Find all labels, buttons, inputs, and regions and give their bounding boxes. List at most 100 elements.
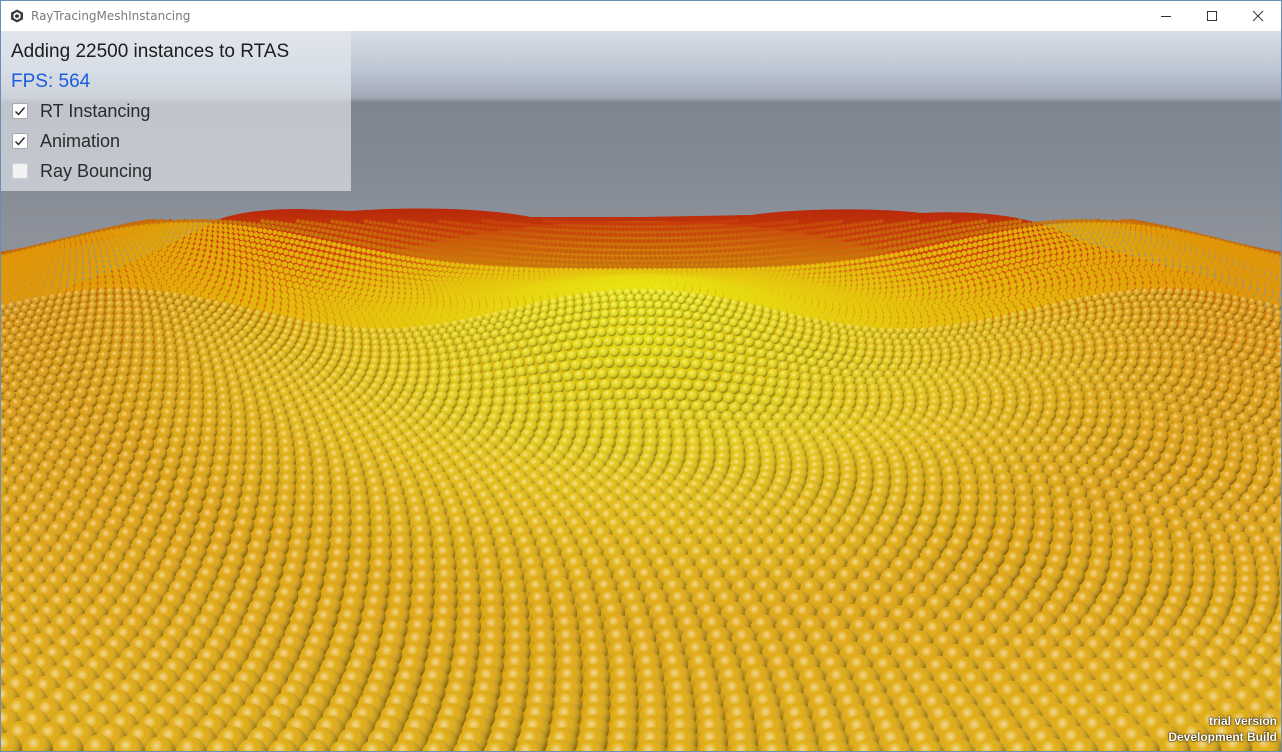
sphere-instance xyxy=(1081,254,1088,261)
sphere-instance xyxy=(467,246,473,252)
sphere-instance xyxy=(440,236,445,242)
sphere-instance xyxy=(801,259,807,264)
sphere-instance xyxy=(547,229,552,235)
sphere-instance xyxy=(274,253,280,259)
sphere-instance xyxy=(902,274,908,281)
sphere-instance xyxy=(372,231,378,237)
sphere-instance xyxy=(477,229,482,234)
sphere-instance xyxy=(279,236,285,242)
sphere-instance xyxy=(1067,262,1074,270)
sphere-instance xyxy=(407,268,413,274)
sphere-instance xyxy=(201,234,207,240)
sphere-instance xyxy=(964,232,970,237)
sphere-instance xyxy=(413,221,419,226)
sphere-instance xyxy=(801,223,806,228)
maximize-button[interactable] xyxy=(1189,1,1235,31)
sphere-instance xyxy=(933,262,939,269)
sphere-instance xyxy=(288,250,295,257)
sphere-instance xyxy=(367,236,372,242)
sphere-instance xyxy=(847,241,852,246)
sphere-instance xyxy=(454,245,459,250)
sphere-instance xyxy=(458,245,464,250)
minimize-button[interactable] xyxy=(1143,1,1189,31)
sphere-instance xyxy=(1059,227,1065,233)
sphere-instance xyxy=(903,262,909,268)
sphere-instance xyxy=(794,219,799,224)
sphere-instance xyxy=(901,257,907,262)
sphere-instance xyxy=(950,234,955,240)
sphere-instance xyxy=(281,261,288,268)
sphere-instance xyxy=(639,256,644,261)
sphere-instance xyxy=(295,295,303,302)
sphere-instance xyxy=(481,218,486,224)
sphere-instance xyxy=(415,279,422,285)
sphere-instance xyxy=(1097,232,1103,239)
sphere-instance xyxy=(478,253,484,259)
sphere-instance xyxy=(621,227,626,232)
sphere-instance xyxy=(904,250,909,256)
sphere-instance xyxy=(330,247,336,253)
sphere-instance xyxy=(705,249,710,254)
sphere-instance xyxy=(239,275,247,283)
sphere-instance xyxy=(472,223,477,228)
sphere-instance xyxy=(965,274,972,281)
sphere-instance xyxy=(471,241,476,246)
sphere-instance xyxy=(498,231,503,236)
sphere-instance xyxy=(952,246,958,252)
sphere-instance xyxy=(879,219,884,224)
sphere-instance xyxy=(266,245,273,252)
sphere-instance xyxy=(534,223,539,228)
sphere-instance xyxy=(528,234,533,239)
sphere-instance xyxy=(212,226,218,232)
sphere-instance xyxy=(454,262,460,268)
sphere-instance xyxy=(727,219,731,224)
sphere-instance xyxy=(911,267,917,273)
render-viewport[interactable]: Adding 22500 instances to RTAS FPS: 564 … xyxy=(1,31,1281,751)
sphere-instance xyxy=(422,234,428,239)
sphere-instance xyxy=(819,268,825,273)
close-button[interactable] xyxy=(1235,1,1281,31)
sphere-instance xyxy=(289,238,295,244)
sphere-instance xyxy=(856,269,862,275)
sphere-instance xyxy=(991,261,998,268)
sphere-instance xyxy=(802,241,807,246)
sphere-instance xyxy=(713,243,718,248)
sphere-instance xyxy=(424,228,429,233)
sphere-instance xyxy=(674,244,679,249)
sphere-instance xyxy=(208,218,214,224)
sphere-instance xyxy=(669,260,674,266)
sphere-instance xyxy=(510,239,515,244)
sphere-instance xyxy=(248,231,254,237)
sphere-instance xyxy=(300,219,305,225)
sphere-instance xyxy=(418,221,423,227)
sphere-instance xyxy=(1009,287,1017,295)
sphere-instance xyxy=(670,226,675,232)
sphere-instance xyxy=(691,244,696,249)
sphere-instance xyxy=(1026,222,1032,227)
sphere-instance xyxy=(820,262,826,268)
sphere-instance xyxy=(869,256,875,262)
sphere-instance xyxy=(280,226,286,231)
sphere-instance xyxy=(936,268,942,274)
sphere-instance xyxy=(891,276,897,282)
sphere-instance xyxy=(451,220,456,225)
sphere-instance xyxy=(390,247,396,252)
sphere-instance xyxy=(443,255,448,261)
sphere-instance xyxy=(1089,281,1097,290)
sphere-instance xyxy=(258,255,264,262)
title-bar[interactable]: RayTracingMeshInstancing xyxy=(1,1,1281,31)
sphere-instance xyxy=(682,244,688,249)
sphere-instance xyxy=(648,256,653,261)
sphere-instance xyxy=(886,287,893,294)
sphere-instance xyxy=(277,248,284,254)
sphere-instance xyxy=(400,248,405,254)
sphere-instance xyxy=(708,243,713,248)
sphere-instance xyxy=(1007,229,1013,235)
sphere-instance xyxy=(381,264,387,270)
sphere-instance xyxy=(1027,226,1033,232)
sphere-instance xyxy=(297,277,304,284)
sphere-instance xyxy=(617,227,622,232)
sphere-instance xyxy=(840,254,845,260)
sphere-instance xyxy=(469,263,475,269)
